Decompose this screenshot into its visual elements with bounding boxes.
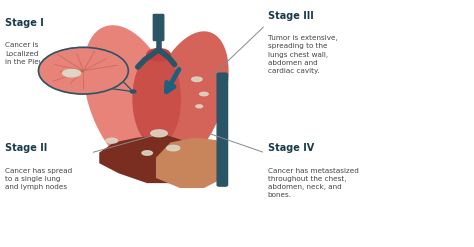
Ellipse shape [133,52,180,145]
Text: Cancer has spread
to a single lung
and lymph nodes: Cancer has spread to a single lung and l… [5,168,73,190]
Circle shape [130,90,136,93]
FancyBboxPatch shape [154,33,164,37]
FancyBboxPatch shape [154,37,164,41]
PathPatch shape [156,138,225,187]
Text: Stage I: Stage I [5,18,44,28]
Text: Cancer is
Localized
in the Pleura: Cancer is Localized in the Pleura [5,42,51,65]
FancyBboxPatch shape [154,14,164,18]
Ellipse shape [142,151,153,155]
Circle shape [38,47,128,94]
Text: Stage II: Stage II [5,143,48,153]
Circle shape [147,49,170,61]
Ellipse shape [196,105,202,108]
PathPatch shape [100,136,199,183]
Ellipse shape [84,26,177,172]
Ellipse shape [147,32,228,166]
Ellipse shape [191,77,202,82]
Text: Cancer has metastasized
throughout the chest,
abdomen, neck, and
bones.: Cancer has metastasized throughout the c… [268,168,359,198]
FancyBboxPatch shape [154,22,164,26]
Text: Stage III: Stage III [268,11,313,21]
FancyBboxPatch shape [217,73,228,186]
FancyBboxPatch shape [154,29,164,33]
Text: Tumor is extensive,
spreading to the
lungs chest wall,
abdomen and
cardiac cavit: Tumor is extensive, spreading to the lun… [268,35,337,74]
Ellipse shape [63,69,81,77]
Ellipse shape [106,138,118,143]
Ellipse shape [200,92,208,96]
Ellipse shape [151,130,167,137]
Ellipse shape [166,145,180,151]
Text: Stage IV: Stage IV [268,143,314,153]
FancyBboxPatch shape [154,25,164,29]
FancyBboxPatch shape [154,18,164,22]
